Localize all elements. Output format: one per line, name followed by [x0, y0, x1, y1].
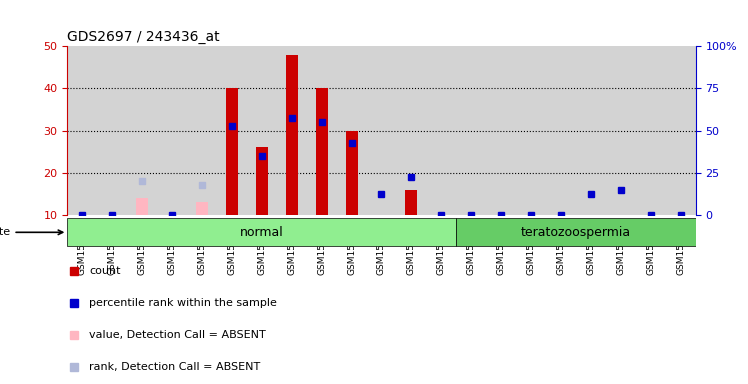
Bar: [426, 46, 456, 215]
Bar: [247, 46, 277, 215]
Bar: [226, 88, 238, 215]
Bar: [405, 190, 417, 215]
Bar: [187, 46, 217, 215]
Bar: [316, 88, 328, 215]
Bar: [136, 198, 148, 215]
Text: percentile rank within the sample: percentile rank within the sample: [89, 298, 278, 308]
Bar: [337, 46, 367, 215]
Bar: [196, 202, 208, 215]
Bar: [157, 46, 187, 215]
Bar: [97, 46, 127, 215]
Bar: [666, 46, 696, 215]
Bar: [486, 46, 516, 215]
Bar: [256, 147, 268, 215]
Bar: [367, 46, 396, 215]
Bar: [67, 218, 456, 246]
Text: normal: normal: [240, 226, 283, 239]
Bar: [456, 46, 486, 215]
Bar: [277, 46, 307, 215]
Bar: [456, 218, 696, 246]
Bar: [576, 46, 606, 215]
Bar: [546, 46, 576, 215]
Text: count: count: [89, 266, 121, 276]
Text: GDS2697 / 243436_at: GDS2697 / 243436_at: [67, 30, 220, 44]
Bar: [396, 46, 426, 215]
Bar: [217, 46, 247, 215]
Bar: [307, 46, 337, 215]
Bar: [346, 131, 358, 215]
Text: disease state: disease state: [0, 227, 63, 237]
Bar: [606, 46, 636, 215]
Bar: [516, 46, 546, 215]
Bar: [636, 46, 666, 215]
Bar: [286, 55, 298, 215]
Bar: [67, 46, 97, 215]
Text: teratozoospermia: teratozoospermia: [521, 226, 631, 239]
Text: value, Detection Call = ABSENT: value, Detection Call = ABSENT: [89, 330, 266, 340]
Text: rank, Detection Call = ABSENT: rank, Detection Call = ABSENT: [89, 362, 260, 372]
Bar: [127, 46, 157, 215]
